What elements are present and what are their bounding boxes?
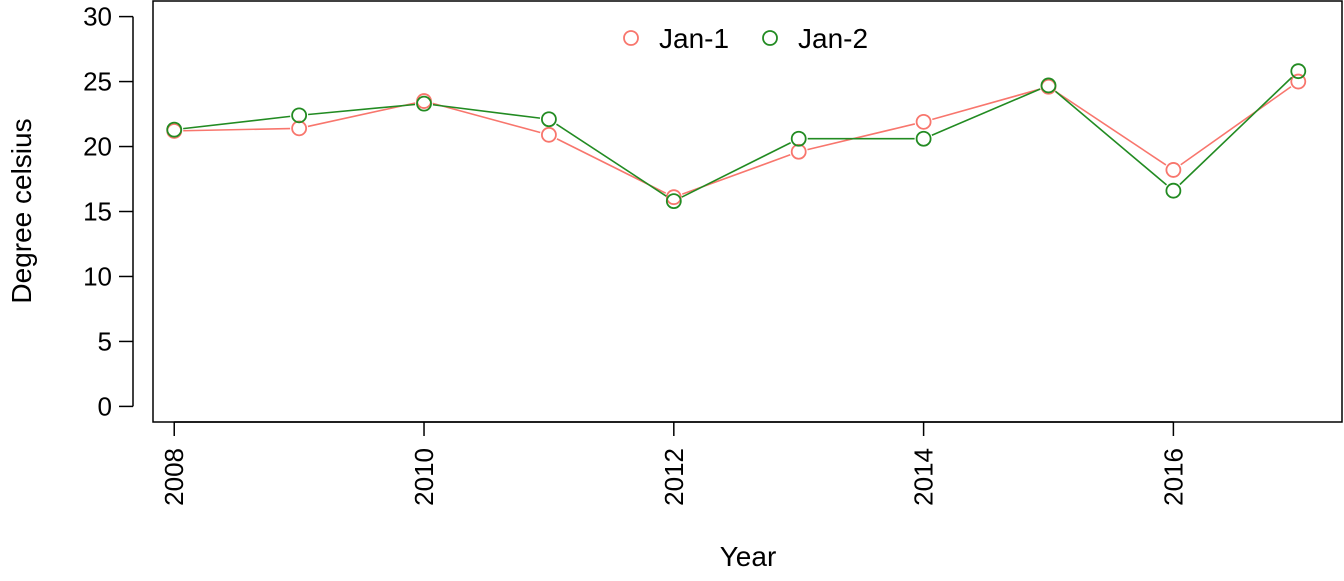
data-point bbox=[1040, 77, 1057, 94]
series-line-segment bbox=[807, 123, 916, 151]
y-axis-title: Degree celsius bbox=[6, 118, 37, 303]
series-line-segment bbox=[1055, 91, 1167, 166]
series-line-segment bbox=[932, 88, 1041, 121]
series-line-segment bbox=[183, 127, 291, 132]
x-tick-label: 2012 bbox=[659, 448, 689, 506]
y-tick-label: 20 bbox=[83, 132, 112, 162]
y-tick-label: 0 bbox=[98, 391, 112, 421]
data-point bbox=[915, 130, 932, 147]
legend-label: Jan-1 bbox=[659, 23, 729, 54]
y-tick-label: 25 bbox=[83, 67, 112, 97]
data-point bbox=[1290, 73, 1307, 90]
series-layer bbox=[166, 63, 1307, 210]
legend-item: Jan-2 bbox=[762, 23, 868, 54]
y-tick-label: 30 bbox=[83, 2, 112, 32]
data-point bbox=[291, 120, 308, 137]
x-tick-label: 2014 bbox=[909, 448, 939, 506]
data-point bbox=[915, 113, 932, 130]
data-point bbox=[416, 95, 432, 112]
data-point bbox=[541, 111, 557, 128]
series-jan-2 bbox=[166, 63, 1307, 210]
series-line-segment bbox=[183, 115, 291, 130]
series-line-segment bbox=[931, 88, 1041, 136]
y-tick-label: 5 bbox=[98, 326, 112, 356]
x-tick-label: 2016 bbox=[1158, 448, 1188, 506]
data-point bbox=[291, 107, 308, 124]
legend-marker bbox=[623, 30, 639, 46]
data-point bbox=[1290, 63, 1307, 80]
data-point bbox=[665, 189, 682, 206]
y-tick-label: 15 bbox=[83, 197, 112, 227]
series-line-segment bbox=[1054, 90, 1168, 186]
data-point bbox=[1165, 162, 1182, 178]
data-point bbox=[166, 121, 183, 138]
y-axis: 0 5 10 15 20 25 30 bbox=[83, 2, 134, 421]
x-axis-title: Year bbox=[720, 541, 777, 572]
x-tick-label: 2008 bbox=[159, 448, 189, 506]
data-point bbox=[790, 130, 807, 147]
series-jan-1 bbox=[166, 73, 1307, 206]
series-line-segment bbox=[432, 103, 541, 119]
legend-marker bbox=[762, 30, 778, 46]
data-point bbox=[665, 193, 682, 210]
series-line-segment bbox=[1180, 86, 1292, 166]
legend-item: Jan-1 bbox=[623, 23, 729, 54]
series-line-segment bbox=[308, 103, 416, 116]
series-line-segment bbox=[432, 102, 541, 134]
legend: Jan-1 Jan-2 bbox=[623, 23, 868, 54]
series-line-segment bbox=[1179, 76, 1293, 186]
series-line-segment bbox=[556, 123, 667, 197]
data-point bbox=[1165, 182, 1182, 199]
data-point bbox=[790, 143, 807, 160]
series-line-segment bbox=[681, 142, 792, 198]
legend-label: Jan-2 bbox=[798, 23, 868, 54]
plot-frame bbox=[152, 0, 1343, 423]
data-point bbox=[541, 126, 557, 143]
x-tick-label: 2010 bbox=[409, 448, 439, 506]
y-tick-label: 10 bbox=[83, 261, 112, 291]
x-axis: 2008 2010 2012 2014 2016 bbox=[159, 421, 1188, 506]
